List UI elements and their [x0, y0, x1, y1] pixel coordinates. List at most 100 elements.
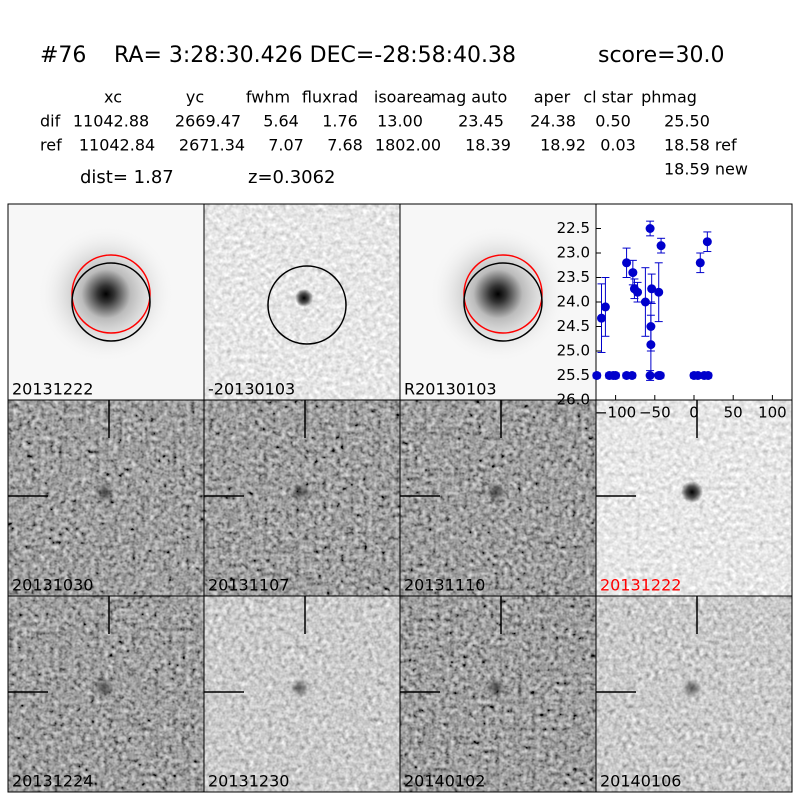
panel-frame — [595, 595, 793, 793]
source — [295, 289, 313, 307]
table-cell: 23.45 — [458, 112, 504, 131]
x-tick-label: −50 — [639, 404, 671, 422]
panel-label: 20140102 — [404, 772, 485, 791]
column-header: isoarea — [374, 88, 432, 107]
aperture — [463, 262, 543, 342]
source — [682, 678, 702, 698]
x-tick-label: 100 — [758, 404, 787, 422]
source — [94, 678, 114, 698]
point — [596, 313, 606, 323]
panel-grid: 20131222 -20130103 R20130103 20131030 201311… — [7, 203, 793, 793]
table-cell: 11042.84 — [79, 136, 155, 155]
point — [627, 371, 637, 380]
column-header: fluxrad — [302, 88, 358, 107]
table-cell: 24.38 — [530, 112, 576, 131]
table-cell: 18.92 — [540, 136, 586, 155]
table-cell: 2669.47 — [175, 112, 241, 131]
panel-label: 20131230 — [208, 772, 289, 791]
column-header: cl star — [583, 88, 633, 107]
x-tick-label: 0 — [689, 404, 699, 422]
new-phmag: 18.59 new — [664, 160, 748, 179]
point — [633, 287, 643, 297]
point — [654, 287, 664, 297]
image-panel: 20140102 — [399, 595, 597, 793]
coordinates: RA= 3:28:30.426 DEC=-28:58:40.38 — [114, 43, 516, 68]
point — [695, 258, 705, 268]
point — [640, 297, 650, 307]
panel-label: 20131224 — [12, 772, 93, 791]
table-cell: 7.68 — [327, 136, 363, 155]
table-cell: 0.03 — [600, 136, 636, 155]
point — [592, 371, 602, 380]
point — [646, 340, 656, 350]
image-panel: 20131110 — [399, 399, 597, 597]
panel-label: 20131110 — [404, 576, 485, 595]
image-panel: 20131030 — [7, 399, 205, 597]
y-tick-label: 22.5 — [557, 219, 590, 237]
source — [290, 482, 310, 502]
table-cell: 5.64 — [263, 112, 299, 131]
image-panel: 20131107 — [203, 399, 401, 597]
y-tick-label: 23.5 — [557, 268, 590, 286]
image-panel: 20131224 — [7, 595, 205, 793]
point — [645, 371, 655, 380]
table-cell: 11042.88 — [73, 112, 149, 131]
x-tick-label: −100 — [595, 404, 636, 422]
column-header: aper — [534, 88, 571, 107]
source — [681, 481, 703, 503]
aperture — [267, 265, 347, 345]
table-cell: 7.07 — [268, 136, 304, 155]
source — [486, 678, 506, 698]
column-header: fwhm — [246, 88, 290, 107]
image-panel: -20130103 — [203, 203, 401, 401]
y-tick-label: 24.5 — [557, 317, 590, 335]
y-tick-label: 26.0 — [557, 391, 590, 409]
point — [647, 284, 657, 294]
panel-label: -20130103 — [208, 380, 295, 399]
column-header: mag auto — [431, 88, 508, 107]
point — [702, 237, 712, 247]
table-cell: 13.00 — [377, 112, 423, 131]
table-cell: 18.58 ref — [664, 136, 737, 155]
panel-label: 20131030 — [12, 576, 93, 595]
y-tick-label: 25.0 — [557, 342, 590, 360]
column-header: xc — [104, 88, 122, 107]
lightcurve: 22.5 23.0 23.5 24.0 24.5 25.0 25.5 26.0 −100 −50 0… — [557, 203, 793, 422]
source — [290, 678, 310, 698]
x-tick-label: 50 — [724, 404, 743, 422]
point — [703, 371, 713, 380]
column-header: phmag — [641, 88, 697, 107]
point — [655, 371, 665, 380]
row-label: ref — [40, 136, 62, 155]
redshift: z=0.3062 — [248, 167, 336, 188]
dist: dist= 1.87 — [80, 167, 174, 188]
table-cell: 1.76 — [322, 112, 358, 131]
table-cell: 2671.34 — [179, 136, 245, 155]
source — [94, 482, 114, 502]
image-panel: 20131230 — [203, 595, 401, 793]
panel-label: 20140106 — [600, 772, 681, 791]
point — [622, 258, 632, 268]
source — [486, 482, 506, 502]
point — [611, 371, 621, 380]
point — [693, 371, 703, 380]
image-panel: 20131222 — [7, 203, 205, 401]
image-panel: R20130103 — [399, 203, 597, 401]
image-panel: 20140106 — [595, 595, 793, 793]
table-cell: 0.50 — [595, 112, 631, 131]
table-cell: 1802.00 — [375, 136, 441, 155]
table-cell: 25.50 — [664, 112, 710, 131]
image-panel: 20131222 — [595, 399, 793, 597]
score: score=30.0 — [598, 43, 725, 68]
row-label: dif — [40, 112, 61, 131]
plot-area — [595, 203, 793, 401]
panel-label: R20130103 — [404, 380, 497, 399]
aperture — [463, 254, 543, 334]
panel-label: 20131222 — [12, 380, 93, 399]
point — [656, 241, 666, 251]
galaxy — [36, 224, 176, 364]
y-tick-label: 23.0 — [557, 244, 590, 262]
point — [600, 302, 610, 312]
